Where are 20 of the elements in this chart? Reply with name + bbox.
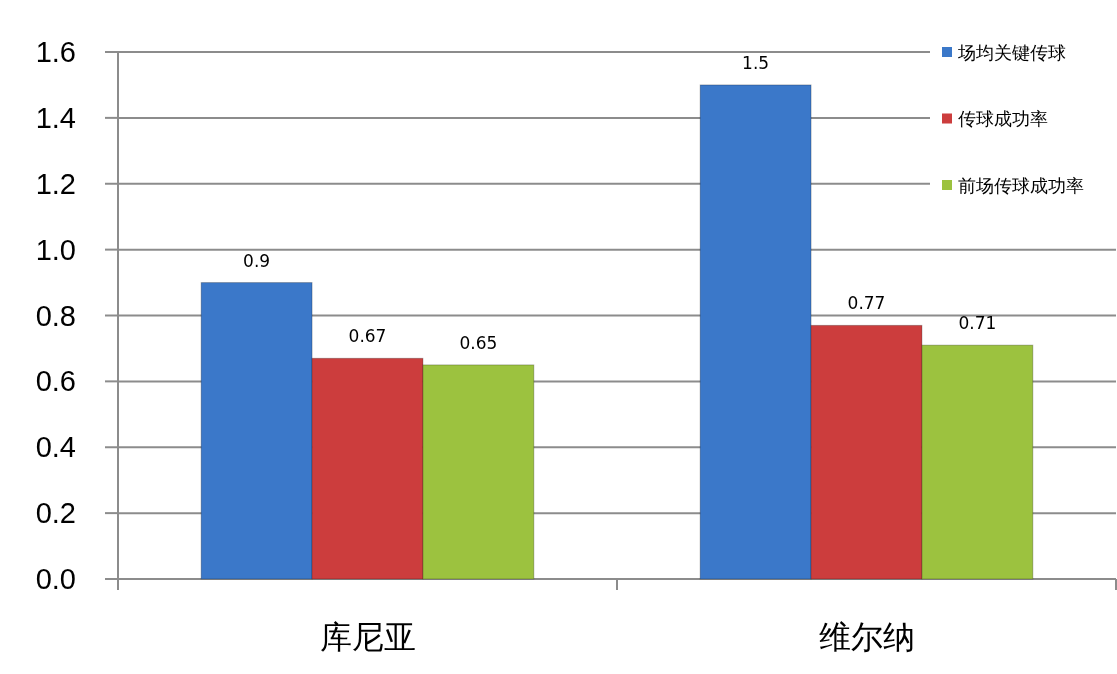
y-tick-label: 1.6 — [35, 36, 76, 68]
data-label: 1.5 — [742, 52, 770, 73]
y-tick-label: 0.2 — [35, 497, 76, 530]
data-label: 0.71 — [958, 313, 997, 334]
legend-label: 前场传球成功率 — [958, 174, 1084, 196]
x-tick-label: 维尔纳 — [818, 618, 915, 656]
y-tick-label: 0.6 — [35, 365, 76, 398]
data-label: 0.77 — [847, 293, 886, 314]
data-label: 0.67 — [348, 326, 387, 347]
y-tick-label: 1.0 — [35, 233, 76, 266]
data-label: 0.65 — [459, 332, 498, 353]
y-tick-label: 1.4 — [35, 101, 76, 134]
y-tick-label: 0.8 — [35, 299, 76, 332]
y-tick-label: 0.4 — [35, 431, 76, 464]
y-tick-label: 0.0 — [35, 563, 76, 595]
y-tick-label: 1.2 — [35, 167, 76, 200]
legend-label: 传球成功率 — [958, 108, 1048, 129]
data-label: 0.9 — [243, 250, 271, 271]
legend-label: 场均关键传球 — [957, 41, 1066, 63]
x-tick-label: 库尼亚 — [319, 618, 416, 656]
